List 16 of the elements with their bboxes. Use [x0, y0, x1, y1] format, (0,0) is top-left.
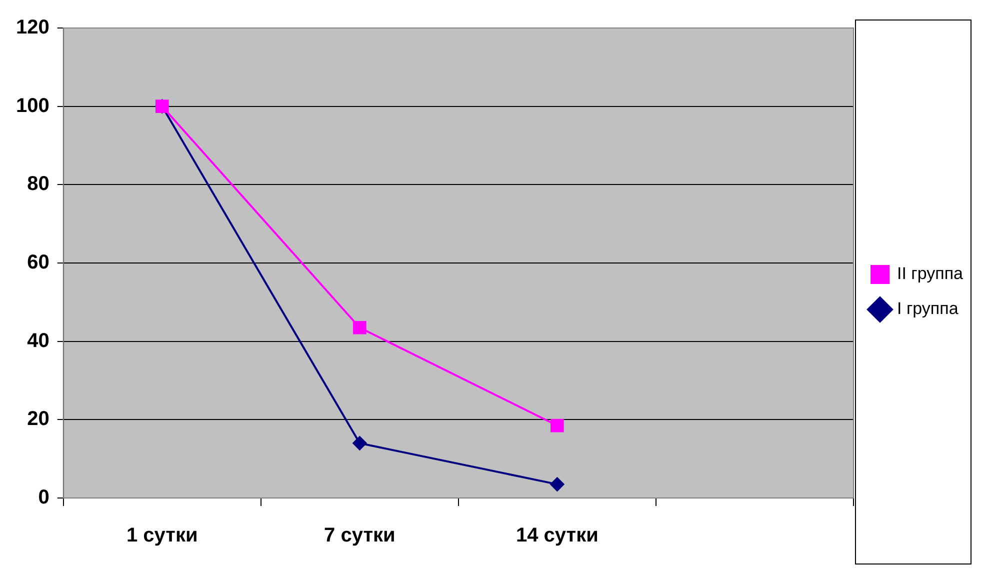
y-tick-label: 120 — [16, 16, 50, 39]
y-tick-label: 60 — [27, 252, 50, 274]
legend-label: II группа — [897, 264, 964, 284]
point — [550, 418, 564, 432]
point — [353, 320, 366, 334]
y-tick-label: 0 — [38, 486, 50, 509]
legend-label: I группа — [897, 299, 959, 318]
point — [352, 436, 367, 450]
x-tick-label: 1 сутки — [126, 524, 198, 547]
y-tick-label: 80 — [27, 173, 50, 196]
x-tick-label: 14 сутки — [516, 524, 598, 547]
y-tick-label: 20 — [27, 408, 50, 430]
point — [550, 477, 564, 492]
y-tick-label: 100 — [16, 94, 50, 117]
y-tick-label: 40 — [27, 330, 50, 352]
x-tick-label: 7 сутки — [324, 524, 396, 547]
